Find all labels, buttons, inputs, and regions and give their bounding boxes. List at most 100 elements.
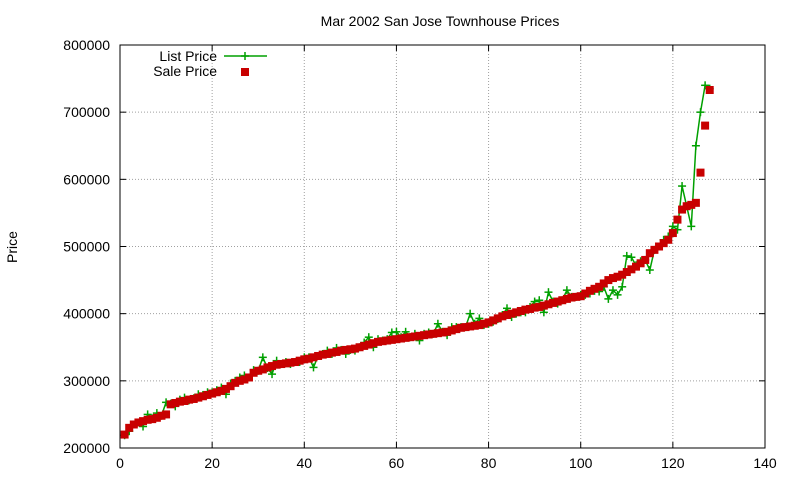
point-sale-price — [392, 335, 401, 344]
axes — [119, 44, 766, 449]
y-tick-label: 500000 — [63, 239, 110, 255]
y-tick-labels: 200000 300000 400000 500000 600000 700000 8000… — [63, 37, 110, 456]
point-sale-price — [231, 378, 240, 387]
point-sale-price — [323, 349, 332, 358]
point-sale-price — [530, 303, 539, 312]
point-sale-price — [221, 384, 230, 393]
legend-label-sale-price: Sale Price — [153, 63, 217, 79]
point-sale-price — [567, 293, 576, 302]
point-list-price — [678, 182, 687, 191]
point-sale-price — [226, 382, 235, 391]
point-sale-price — [304, 354, 313, 363]
point-sale-price — [337, 346, 346, 355]
point-sale-price — [618, 270, 627, 279]
point-list-price — [645, 266, 654, 275]
point-sale-price — [369, 339, 378, 348]
point-list-price — [475, 314, 484, 323]
point-list-price — [364, 333, 373, 342]
point-list-price — [539, 308, 548, 317]
point-sale-price — [355, 343, 364, 352]
point-sale-price — [410, 332, 419, 341]
point-sale-price — [599, 279, 608, 288]
x-tick-label: 100 — [569, 455, 593, 471]
point-sale-price — [668, 229, 677, 238]
point-sale-price — [479, 319, 488, 328]
point-sale-price — [429, 329, 438, 338]
point-sale-price — [466, 322, 475, 331]
point-sale-price — [581, 289, 590, 298]
point-sale-price — [484, 318, 493, 327]
point-sale-price — [673, 215, 682, 224]
point-sale-price — [691, 198, 700, 207]
y-tick-label: 400000 — [63, 306, 110, 322]
point-sale-price — [678, 205, 687, 214]
point-sale-price — [125, 423, 134, 432]
point-sale-price — [544, 300, 553, 309]
point-sale-price — [198, 392, 207, 401]
point-sale-price — [498, 312, 507, 321]
point-sale-price — [309, 353, 318, 362]
point-sale-price — [475, 321, 484, 330]
point-sale-price — [604, 276, 613, 285]
y-tick-label: 300000 — [63, 373, 110, 389]
y-tick-label: 800000 — [63, 37, 110, 53]
point-sale-price — [272, 360, 281, 369]
point-list-price — [503, 304, 511, 313]
point-list-price — [544, 288, 553, 297]
point-sale-price — [129, 420, 138, 429]
point-sale-price — [281, 359, 290, 368]
point-sale-price — [424, 330, 433, 339]
point-list-price — [696, 108, 705, 117]
point-sale-price — [249, 368, 258, 377]
legend-marker-list-price — [241, 52, 249, 60]
point-sale-price — [503, 311, 511, 320]
point-sale-price — [286, 358, 295, 367]
point-sale-price — [120, 430, 129, 439]
point-sale-price — [374, 337, 382, 346]
point-sale-price — [277, 360, 286, 369]
point-list-price — [535, 296, 544, 305]
point-list-price — [309, 363, 318, 372]
point-list-price — [258, 353, 267, 362]
y-tick-label: 600000 — [63, 171, 110, 187]
point-sale-price — [415, 331, 424, 340]
point-sale-price — [295, 356, 304, 365]
point-sale-price — [258, 365, 267, 374]
point-sale-price — [166, 400, 175, 409]
point-sale-price — [245, 373, 253, 382]
point-sale-price — [217, 386, 226, 395]
point-sale-price — [397, 334, 406, 343]
point-sale-price — [175, 397, 184, 406]
x-tick-label: 80 — [481, 455, 497, 471]
x-tick-label: 140 — [753, 455, 777, 471]
point-sale-price — [162, 410, 171, 419]
point-sale-price — [645, 249, 654, 258]
point-sale-price — [659, 239, 668, 248]
point-list-price — [608, 286, 617, 295]
point-sale-price — [401, 333, 410, 342]
point-sale-price — [346, 345, 355, 354]
point-sale-price — [696, 168, 705, 177]
point-sale-price — [590, 284, 599, 293]
point-sale-price — [143, 415, 152, 424]
x-tick-label: 20 — [204, 455, 220, 471]
legend-label-list-price: List Price — [159, 48, 217, 64]
point-sale-price — [189, 394, 198, 403]
point-sale-price — [585, 286, 594, 295]
point-sale-price — [613, 272, 622, 281]
point-list-price — [627, 253, 636, 262]
point-list-price — [618, 282, 627, 291]
y-tick-label: 700000 — [63, 104, 110, 120]
point-sale-price — [558, 296, 567, 305]
point-sale-price — [148, 415, 157, 424]
point-sale-price — [300, 355, 309, 364]
point-sale-price — [641, 255, 650, 264]
point-sale-price — [152, 413, 161, 422]
point-sale-price — [212, 388, 221, 397]
series-points-sale-price — [120, 86, 714, 439]
point-sale-price — [650, 245, 659, 254]
point-sale-price — [470, 321, 479, 330]
point-list-price — [466, 309, 475, 318]
point-sale-price — [194, 393, 203, 402]
